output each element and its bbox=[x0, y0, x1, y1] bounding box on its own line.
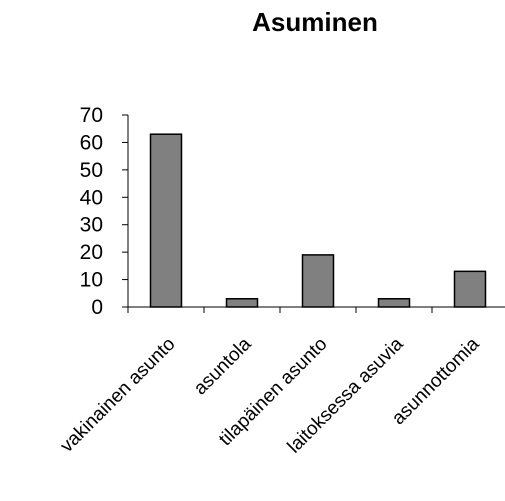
bar bbox=[301, 254, 335, 308]
bar bbox=[453, 270, 487, 308]
x-category-label: vakinainen asunto bbox=[56, 334, 179, 457]
y-tick-label: 20 bbox=[80, 241, 103, 264]
bar bbox=[149, 133, 183, 308]
bar bbox=[225, 298, 259, 308]
y-tick-label: 50 bbox=[80, 159, 103, 182]
y-tick-label: 30 bbox=[80, 214, 103, 237]
y-tick-label: 70 bbox=[80, 104, 103, 127]
y-tick-label: 10 bbox=[80, 269, 103, 292]
x-category-label: asuntola bbox=[190, 333, 256, 399]
y-tick-label: 40 bbox=[80, 186, 103, 209]
chart-title: Asuminen bbox=[252, 7, 378, 37]
bar bbox=[377, 298, 411, 308]
y-tick-label: 0 bbox=[91, 296, 103, 319]
y-tick-label: 60 bbox=[80, 131, 103, 154]
plot-area: 0 10 20 30 40 50 60 70 vakinainen asunto asuntola… bbox=[56, 104, 505, 458]
